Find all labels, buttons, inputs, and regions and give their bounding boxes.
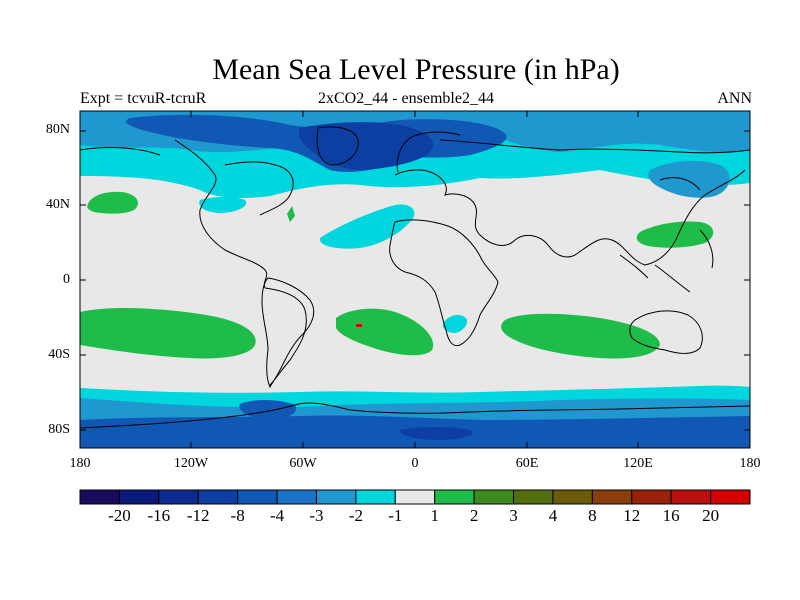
lon-label-120w: 120W	[173, 456, 209, 471]
colorbar-swatch-10	[473, 489, 515, 505]
south-america-coast	[261, 277, 315, 389]
colorbar-swatch-4	[237, 489, 278, 505]
colorbar-swatch-8	[394, 489, 436, 505]
npacific-green-patch	[87, 191, 138, 214]
south-dark-patch	[399, 427, 473, 440]
colorbar-swatch-13	[591, 489, 633, 505]
colorbar-label: 4	[548, 506, 558, 525]
colorbar-label: -4	[269, 506, 285, 525]
colorbar-label: 2	[469, 506, 479, 525]
colorbar-swatch-14	[631, 489, 672, 505]
lat-label-40s: 40S	[48, 347, 70, 362]
axis-ticks	[80, 111, 750, 448]
map-title: Mean Sea Level Pressure (in hPa)	[212, 53, 620, 86]
colorbar-label: 1	[430, 506, 439, 525]
lat-label-80s: 80S	[48, 422, 70, 437]
asia-blue-patch	[648, 160, 730, 198]
north-america-coast	[174, 139, 307, 386]
lat-label-80n: 80N	[45, 122, 70, 137]
north-coast-arcs	[80, 139, 750, 156]
pacific-cyan-patch	[199, 197, 247, 213]
colorbar-label: 12	[623, 506, 641, 525]
eurasia-coast	[394, 131, 746, 266]
lon-label-180w: 180	[69, 456, 91, 471]
colorbar-swatch-15	[670, 489, 712, 505]
colorbar-swatch-6	[315, 489, 357, 505]
colorbar-label: -3	[309, 506, 324, 525]
colorbar-swatch-0	[79, 489, 120, 505]
coastlines	[80, 126, 750, 429]
colorbar-swatch-1	[118, 489, 160, 505]
asia-islands-coast	[619, 177, 714, 293]
colorbar-swatch-5	[276, 489, 317, 505]
colorbar-label: 3	[509, 506, 518, 525]
lon-label-0: 0	[411, 456, 419, 471]
colorbar-label: 8	[588, 506, 597, 525]
lon-label-60e: 60E	[515, 456, 539, 471]
indian-ocean-green-patch	[501, 313, 660, 359]
greenland-coast	[316, 126, 359, 166]
satlantic-green-patch	[336, 308, 434, 356]
colorbar-label: -20	[108, 506, 131, 525]
nwpacific-green-patch	[636, 221, 714, 248]
experiment-label: Expt = tcvuR-tcruR	[80, 90, 207, 107]
arctic-dark-blue-patch	[299, 122, 434, 170]
colorbar-swatch-9	[434, 489, 475, 505]
lon-label-120e: 120E	[623, 456, 653, 471]
lat-label-40n: 40N	[45, 197, 70, 212]
south-blue-patch-west	[239, 399, 297, 420]
lon-label-180e: 180	[739, 456, 761, 471]
colorbar-swatch-3	[197, 489, 239, 505]
red-speck	[356, 324, 362, 327]
small-green-patch	[287, 206, 295, 222]
spacific-green-patch	[80, 307, 256, 359]
colorbar-swatch-7	[355, 489, 396, 505]
antarctica-coast	[80, 402, 750, 429]
australia-coast	[629, 310, 703, 354]
colorbar-label: -1	[388, 506, 403, 525]
africa-cyan-patch	[442, 314, 468, 333]
colorbar-label: -12	[186, 506, 210, 525]
colorbar-label: -8	[230, 506, 245, 525]
colorbar-swatch-2	[158, 489, 199, 505]
africa-coast	[389, 219, 499, 347]
colorbar-swatch-11	[513, 489, 554, 505]
colorbar-swatch-16	[710, 489, 751, 505]
colorbar-label: -16	[147, 506, 171, 525]
colorbar-label: 16	[662, 506, 680, 525]
case-label: 2xCO2_44 - ensemble2_44	[318, 90, 494, 107]
colorbar	[79, 489, 751, 505]
lat-label-0: 0	[63, 272, 70, 287]
colorbar-label: 20	[702, 506, 720, 525]
pressure-field	[80, 111, 750, 448]
colorbar-label: -2	[348, 506, 363, 525]
lon-label-60w: 60W	[289, 456, 317, 471]
colorbar-swatch-12	[552, 489, 593, 505]
season-label: ANN	[717, 90, 752, 107]
atlantic-cyan-patch	[319, 204, 415, 249]
